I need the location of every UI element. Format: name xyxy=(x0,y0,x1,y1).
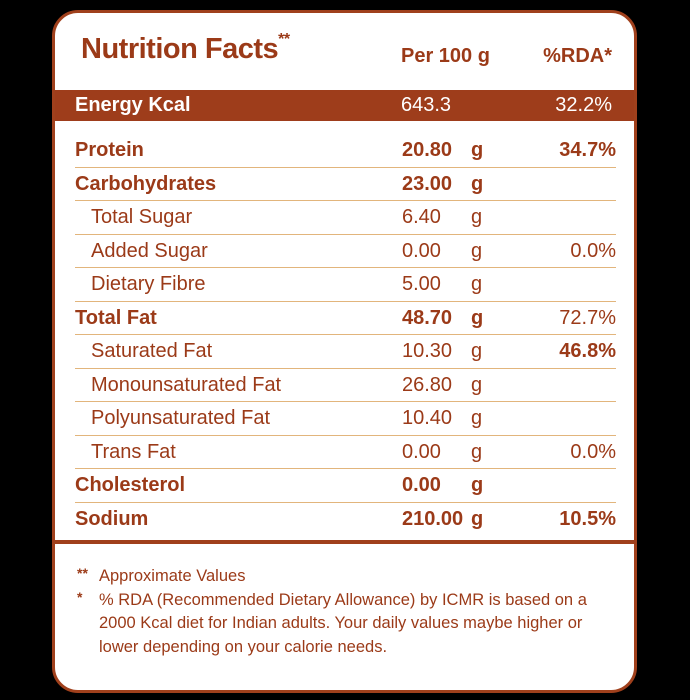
nutrient-unit: g xyxy=(471,474,484,496)
table-row: Total Sugar 6.40 g xyxy=(75,201,616,235)
nutrient-rda: 34.7% xyxy=(559,139,616,161)
nutrient-label: Added Sugar xyxy=(91,239,208,262)
per-100g-header: Per 100 g xyxy=(401,45,490,67)
nutrient-table: Protein 20.80 g 34.7% Carbohydrates 23.00 g Tot… xyxy=(75,134,616,535)
table-row: Protein 20.80 g 34.7% xyxy=(75,134,616,168)
nutrient-label: Monounsaturated Fat xyxy=(91,373,282,396)
nutrient-value: 5.00 xyxy=(402,273,441,295)
nutrient-unit: g xyxy=(471,407,483,429)
nutrient-value: 0.00 xyxy=(402,474,441,496)
footnote-text: Approximate Values xyxy=(99,567,246,585)
footnote: * % RDA (Recommended Dietary Allowance) b… xyxy=(77,589,599,660)
nutrient-unit: g xyxy=(471,373,483,396)
nutrient-value: 10.30 xyxy=(402,340,453,362)
nutrient-unit: g xyxy=(471,139,484,161)
nutrient-label: Total Fat xyxy=(75,306,157,329)
nutrient-unit: g xyxy=(471,239,483,262)
footnotes: ** Approximate Values * % RDA (Recommended… xyxy=(77,565,599,659)
table-row: Carbohydrates 23.00 g xyxy=(75,168,616,201)
energy-label: Energy Kcal xyxy=(75,94,191,116)
nutrient-unit: g xyxy=(471,440,483,463)
nutrient-value: 10.40 xyxy=(402,407,453,429)
nutrient-unit: g xyxy=(471,206,483,228)
nutrient-unit: g xyxy=(471,340,483,362)
nutrient-unit: g xyxy=(471,507,484,530)
nutrient-rda: 46.8% xyxy=(559,340,616,362)
nutrient-value: 48.70 xyxy=(402,306,453,329)
footnote-mark: * xyxy=(77,588,83,605)
nutrient-value: 20.80 xyxy=(402,139,453,161)
nutrient-label: Cholesterol xyxy=(75,474,186,496)
energy-row: Energy Kcal 643.3 32.2% xyxy=(55,90,634,121)
table-row: Trans Fat 0.00 g 0.0% xyxy=(75,436,616,469)
table-row: Sodium 210.00 g 10.5% xyxy=(75,503,616,536)
rda-header: %RDA* xyxy=(543,45,612,67)
nutrient-value: 210.00 xyxy=(402,507,464,530)
nutrient-unit: g xyxy=(471,273,483,295)
nutrient-label: Carbohydrates xyxy=(75,172,217,195)
nutrient-value: 26.80 xyxy=(402,373,453,396)
table-row: Added Sugar 0.00 g 0.0% xyxy=(75,235,616,268)
panel-title: Nutrition Facts** xyxy=(81,31,290,66)
nutrition-facts-panel: Nutrition Facts** Per 100 g %RDA* Energy… xyxy=(52,10,637,693)
title-text: Nutrition Facts xyxy=(81,33,279,65)
nutrient-value: 0.00 xyxy=(402,440,441,463)
table-row: Saturated Fat 10.30 g 46.8% xyxy=(75,335,616,369)
nutrient-value: 0.00 xyxy=(402,239,441,262)
energy-rda: 32.2% xyxy=(555,94,612,116)
nutrient-label: Saturated Fat xyxy=(91,340,213,362)
nutrient-value: 6.40 xyxy=(402,206,441,228)
nutrient-rda: 0.0% xyxy=(570,440,616,463)
nutrient-unit: g xyxy=(471,306,484,329)
footnote-mark: ** xyxy=(77,565,88,581)
nutrient-label: Sodium xyxy=(75,507,149,530)
header: Nutrition Facts** Per 100 g %RDA* xyxy=(55,13,634,88)
footnote-text: % RDA (Recommended Dietary Allowance) by… xyxy=(99,590,587,656)
title-footnote-mark: ** xyxy=(278,31,290,48)
table-row: Polyunsaturated Fat 10.40 g xyxy=(75,402,616,436)
energy-value: 643.3 xyxy=(401,94,452,116)
nutrient-unit: g xyxy=(471,172,484,195)
nutrient-value: 23.00 xyxy=(402,172,453,195)
nutrient-rda: 72.7% xyxy=(559,306,616,329)
table-row: Cholesterol 0.00 g xyxy=(75,469,616,503)
table-row: Dietary Fibre 5.00 g xyxy=(75,268,616,302)
table-row: Total Fat 48.70 g 72.7% xyxy=(75,302,616,335)
nutrient-label: Dietary Fibre xyxy=(91,273,206,295)
nutrient-rda: 0.0% xyxy=(570,239,616,262)
divider xyxy=(55,540,634,544)
footnote: ** Approximate Values xyxy=(77,565,599,589)
table-row: Monounsaturated Fat 26.80 g xyxy=(75,369,616,402)
nutrient-label: Total Sugar xyxy=(91,206,193,228)
nutrient-label: Trans Fat xyxy=(91,440,176,463)
nutrient-label: Polyunsaturated Fat xyxy=(91,407,270,429)
nutrient-rda: 10.5% xyxy=(559,507,616,530)
nutrient-label: Protein xyxy=(75,139,144,161)
